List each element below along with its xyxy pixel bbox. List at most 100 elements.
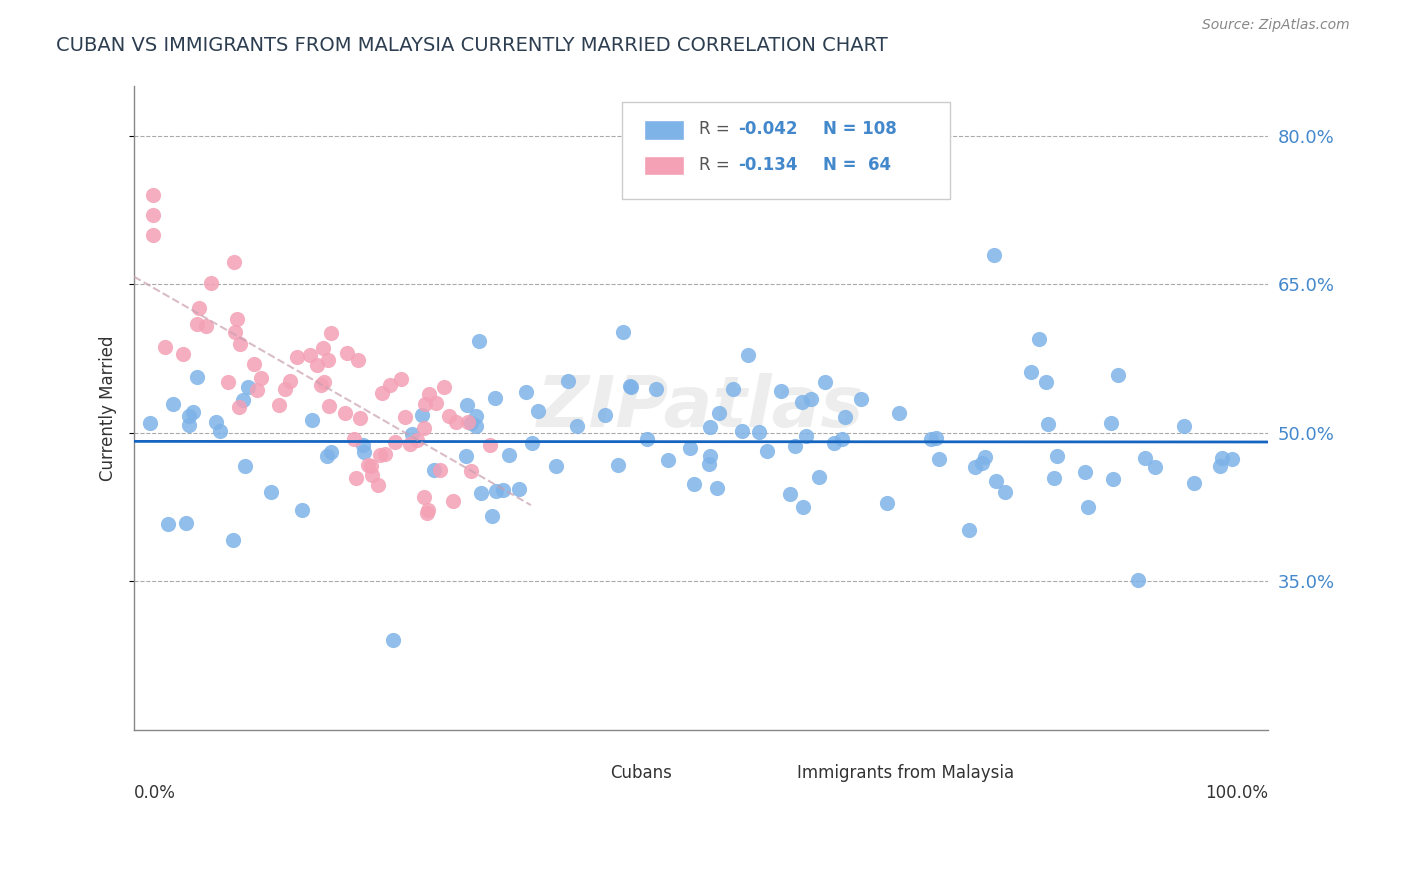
- Point: [470, 486, 492, 500]
- Point: [333, 407, 356, 421]
- Point: [1043, 471, 1066, 485]
- Point: [209, 425, 232, 439]
- Point: [1173, 418, 1195, 433]
- Point: [429, 463, 451, 477]
- Point: [920, 432, 942, 446]
- Point: [783, 439, 806, 453]
- Point: [973, 450, 995, 465]
- FancyBboxPatch shape: [644, 120, 683, 140]
- Point: [1077, 500, 1099, 515]
- Text: Cubans: Cubans: [610, 764, 672, 782]
- Point: [557, 374, 579, 388]
- Point: [415, 397, 437, 411]
- Point: [315, 449, 337, 463]
- Point: [305, 358, 328, 372]
- Point: [437, 409, 460, 424]
- Point: [889, 406, 911, 420]
- Point: [142, 208, 165, 222]
- Point: [456, 398, 478, 412]
- Point: [357, 458, 380, 473]
- Point: [381, 633, 404, 648]
- Point: [321, 444, 343, 458]
- Point: [246, 383, 269, 397]
- Point: [928, 452, 950, 467]
- Point: [389, 372, 412, 386]
- Point: [1128, 573, 1150, 587]
- Point: [238, 380, 260, 394]
- Point: [467, 334, 489, 348]
- Point: [186, 370, 208, 384]
- Text: -0.134: -0.134: [738, 156, 797, 174]
- Point: [441, 493, 464, 508]
- Point: [1038, 417, 1060, 431]
- Point: [957, 524, 980, 538]
- Point: [1102, 472, 1125, 486]
- Point: [224, 325, 246, 339]
- Point: [1019, 366, 1042, 380]
- Point: [779, 487, 801, 501]
- Point: [346, 471, 368, 485]
- Point: [699, 420, 721, 434]
- Point: [606, 458, 628, 472]
- Point: [343, 432, 366, 446]
- Point: [318, 399, 340, 413]
- Point: [411, 408, 433, 422]
- Point: [177, 409, 200, 424]
- Point: [527, 404, 550, 418]
- Text: -0.042: -0.042: [738, 120, 797, 138]
- Point: [970, 457, 993, 471]
- Point: [457, 415, 479, 429]
- Point: [378, 377, 401, 392]
- Point: [707, 406, 730, 420]
- Point: [465, 419, 488, 434]
- Point: [384, 434, 406, 449]
- Point: [1046, 450, 1069, 464]
- Point: [336, 345, 359, 359]
- Point: [138, 417, 160, 431]
- Point: [374, 446, 396, 460]
- Point: [619, 379, 641, 393]
- Point: [645, 382, 668, 396]
- Point: [484, 391, 506, 405]
- Point: [367, 477, 389, 491]
- Point: [425, 396, 447, 410]
- Point: [485, 483, 508, 498]
- Point: [808, 470, 831, 484]
- Point: [1209, 458, 1232, 473]
- Point: [243, 357, 266, 371]
- Point: [1211, 450, 1233, 465]
- FancyBboxPatch shape: [747, 764, 783, 782]
- Point: [285, 350, 308, 364]
- Point: [697, 457, 720, 471]
- Point: [352, 438, 374, 452]
- Point: [481, 509, 503, 524]
- Point: [983, 247, 1005, 261]
- Point: [593, 408, 616, 422]
- Point: [312, 341, 335, 355]
- Point: [405, 433, 427, 447]
- Point: [679, 441, 702, 455]
- Point: [250, 371, 273, 385]
- Point: [316, 352, 339, 367]
- Text: 0.0%: 0.0%: [134, 784, 176, 802]
- Point: [994, 484, 1017, 499]
- Point: [260, 485, 283, 500]
- Point: [371, 385, 394, 400]
- Point: [418, 502, 440, 516]
- Point: [444, 416, 467, 430]
- Point: [423, 463, 446, 477]
- Point: [278, 374, 301, 388]
- Point: [737, 348, 759, 362]
- Point: [1220, 452, 1243, 467]
- Point: [636, 433, 658, 447]
- Point: [153, 340, 176, 354]
- Point: [233, 458, 256, 473]
- Point: [456, 449, 478, 463]
- Point: [682, 476, 704, 491]
- Point: [222, 255, 245, 269]
- Point: [412, 490, 434, 504]
- Point: [228, 400, 250, 414]
- Point: [814, 376, 837, 390]
- Point: [291, 503, 314, 517]
- FancyBboxPatch shape: [644, 156, 683, 175]
